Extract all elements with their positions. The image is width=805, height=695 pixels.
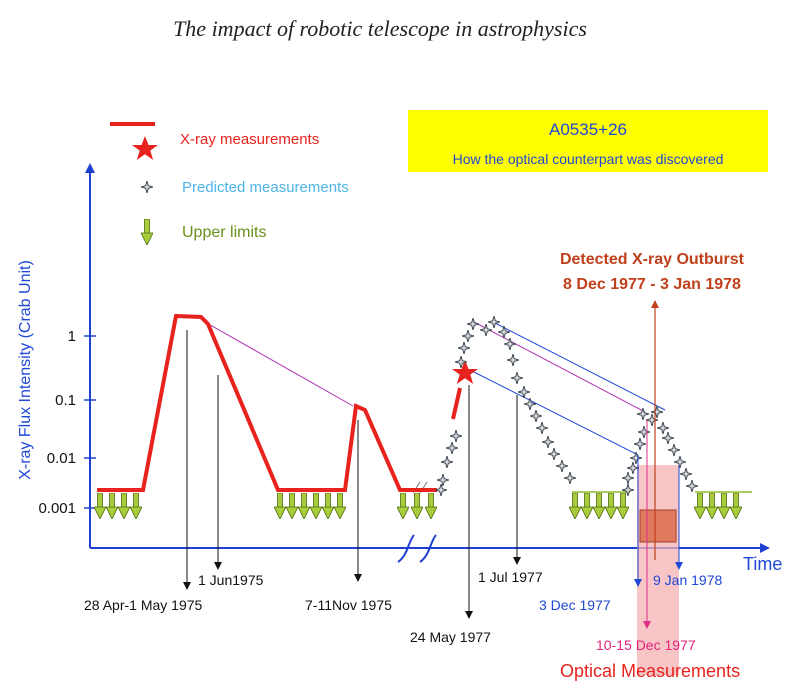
decay-track-blue-2 — [492, 321, 666, 411]
upper-limit-arrow — [322, 493, 334, 519]
predicted-measurement-point — [530, 410, 542, 422]
legend-xray-label: X-ray measurements — [180, 131, 319, 148]
upper-limit-arrow — [569, 493, 581, 519]
date-label-1jun: 1 Jun1975 — [198, 572, 264, 588]
date-label-7nov: 7-11Nov 1975 — [305, 597, 392, 613]
predicted-measurement-point — [446, 442, 458, 454]
predicted-measurement-point — [441, 456, 453, 468]
x-axis-label: Time — [743, 554, 782, 574]
title-box-subtitle: How the optical counterpart was discover… — [453, 151, 724, 167]
y-ticks: 1 0.1 0.01 0.001 — [38, 328, 96, 517]
upper-limit-arrow — [130, 493, 142, 519]
predicted-measurement-point — [450, 430, 462, 442]
page-title: The impact of robotic telescope in astro… — [173, 16, 587, 41]
date-label-24may: 24 May 1977 — [410, 629, 491, 645]
xray-measured-curve-1977 — [451, 387, 462, 420]
predicted-measurement-point — [662, 432, 674, 444]
upper-limit-arrow — [706, 493, 718, 519]
predicted-measurement-point — [686, 480, 698, 492]
predicted-measurement-point — [634, 438, 646, 450]
predicted-measurement-point — [504, 338, 516, 350]
predicted-measurement-point — [467, 318, 479, 330]
upper-limit-arrow — [298, 493, 310, 519]
date-label-10dec: 10-15 Dec 1977 — [596, 637, 696, 653]
predicted-measurement-point — [511, 372, 523, 384]
upper-limit-arrow — [274, 493, 286, 519]
legend-star-icon — [132, 136, 158, 160]
predicted-measurement-point — [488, 316, 500, 328]
predicted-measurement-point — [548, 448, 560, 460]
predicted-measurement-point — [542, 436, 554, 448]
outburst-label-line1: Detected X-ray Outburst — [560, 251, 745, 268]
y-axis-label: X-ray Flux Intensity (Crab Unit) — [17, 260, 34, 480]
legend-upper-limit-label: Upper limits — [182, 224, 266, 241]
upper-limit-arrow — [286, 493, 298, 519]
upper-limit-arrow — [617, 493, 629, 519]
upper-limit-arrow — [593, 493, 605, 519]
predicted-measurement-point — [498, 326, 510, 338]
predicted-measurement-point — [507, 354, 519, 366]
predicted-measurement-point — [564, 472, 576, 484]
predicted-measurement-point — [556, 460, 568, 472]
predicted-measurement-point — [518, 386, 530, 398]
predicted-measurement-point — [630, 452, 642, 464]
predicted-measurement-point — [680, 468, 692, 480]
predicted-measurement-point — [637, 408, 649, 420]
y-tick-label: 0.1 — [55, 392, 76, 409]
upper-limit-arrow — [605, 493, 617, 519]
xray-detection-star-icon — [452, 360, 478, 384]
optical-measurement-band — [637, 465, 679, 675]
predicted-measurement-point — [622, 472, 634, 484]
legend: X-ray measurements Predicted measurement… — [110, 122, 349, 245]
y-tick-label: 0.01 — [47, 450, 76, 467]
upper-limit-arrow — [730, 493, 742, 519]
predicted-measurement-point — [536, 422, 548, 434]
upper-limit-arrow — [334, 493, 346, 519]
date-label-1jul: 1 Jul 1977 — [478, 569, 543, 585]
legend-predicted-label: Predicted measurements — [182, 179, 349, 196]
upper-limit-arrow — [425, 493, 437, 519]
legend-upper-limit-icon — [141, 219, 153, 245]
date-label-3dec: 3 Dec 1977 — [539, 597, 611, 613]
upper-limit-arrow — [694, 493, 706, 519]
predicted-measurement-point — [435, 484, 447, 496]
upper-limit-arrow — [718, 493, 730, 519]
upper-limit-arrow — [106, 493, 118, 519]
upper-limit-arrow — [310, 493, 322, 519]
upper-limit-arrow — [397, 493, 409, 519]
predicted-measurement-point — [524, 398, 536, 410]
y-tick-label: 0.001 — [38, 500, 76, 517]
title-box — [408, 110, 768, 172]
decay-track-blue-1 — [469, 369, 639, 456]
date-label-9jan: 9 Jan 1978 — [653, 572, 722, 588]
legend-predicted-icon — [141, 181, 153, 193]
decay-track-1975 — [204, 321, 354, 407]
predicted-measurement-point — [458, 342, 470, 354]
axis-break-1 — [397, 534, 415, 563]
date-label-28apr: 28 Apr-1 May 1975 — [84, 597, 203, 613]
predicted-measurement-point — [657, 422, 669, 434]
axis-break-2 — [419, 534, 437, 563]
predicted-measurement-point — [462, 330, 474, 342]
predicted-measurement-point — [638, 426, 650, 438]
predicted-measurement-point — [437, 474, 449, 486]
upper-limit-arrow — [94, 493, 106, 519]
upper-limit-arrow — [581, 493, 593, 519]
upper-limit-arrow — [411, 493, 423, 519]
predicted-measurement-point — [668, 444, 680, 456]
xray-measured-curve-1975 — [97, 313, 437, 492]
decay-track-magenta — [473, 321, 646, 413]
title-box-heading: A0535+26 — [549, 120, 627, 139]
upper-limit-arrow — [118, 493, 130, 519]
outburst-label-line2: 8 Dec 1977 - 3 Jan 1978 — [563, 276, 741, 293]
y-tick-label: 1 — [68, 328, 76, 345]
optical-measurements-label: Optical Measurements — [560, 661, 740, 681]
optical-detection-box — [639, 509, 677, 543]
